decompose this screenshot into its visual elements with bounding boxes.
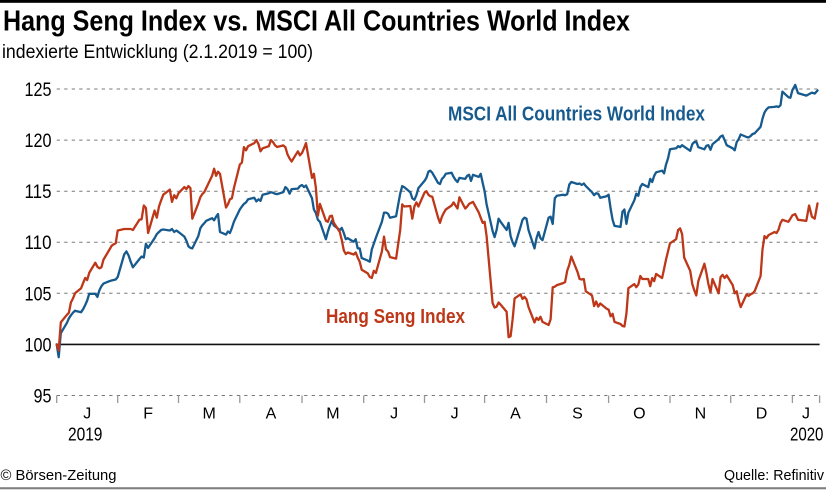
svg-text:J: J — [83, 406, 91, 423]
svg-text:indexierte Entwicklung (2.1.20: indexierte Entwicklung (2.1.2019 = 100) — [2, 42, 313, 63]
svg-text:S: S — [572, 406, 583, 423]
svg-text:100: 100 — [25, 335, 52, 356]
svg-text:N: N — [695, 406, 707, 423]
svg-text:M: M — [203, 406, 216, 423]
svg-text:105: 105 — [25, 284, 52, 305]
svg-text:J: J — [390, 406, 398, 423]
svg-text:2019: 2019 — [68, 425, 103, 445]
svg-text:MSCI All Countries World Index: MSCI All Countries World Index — [448, 103, 705, 126]
svg-text:95: 95 — [34, 387, 52, 408]
svg-text:110: 110 — [25, 233, 52, 254]
svg-text:F: F — [143, 406, 153, 423]
svg-text:120: 120 — [25, 131, 52, 152]
svg-text:A: A — [266, 406, 277, 423]
svg-text:115: 115 — [25, 182, 52, 203]
svg-text:D: D — [756, 406, 768, 423]
svg-text:Hang Seng Index vs. MSCI All C: Hang Seng Index vs. MSCI All Countries W… — [3, 6, 630, 38]
svg-text:M: M — [326, 406, 339, 423]
svg-text:J: J — [451, 406, 459, 423]
svg-text:J: J — [802, 406, 810, 423]
svg-text:A: A — [510, 406, 521, 423]
svg-text:Hang Seng Index: Hang Seng Index — [326, 306, 465, 328]
svg-text:© Börsen-Zeitung: © Börsen-Zeitung — [1, 468, 117, 484]
svg-text:Quelle: Refinitiv: Quelle: Refinitiv — [724, 468, 825, 484]
svg-text:O: O — [633, 406, 645, 423]
svg-text:2020: 2020 — [790, 425, 824, 445]
svg-text:125: 125 — [25, 80, 52, 101]
